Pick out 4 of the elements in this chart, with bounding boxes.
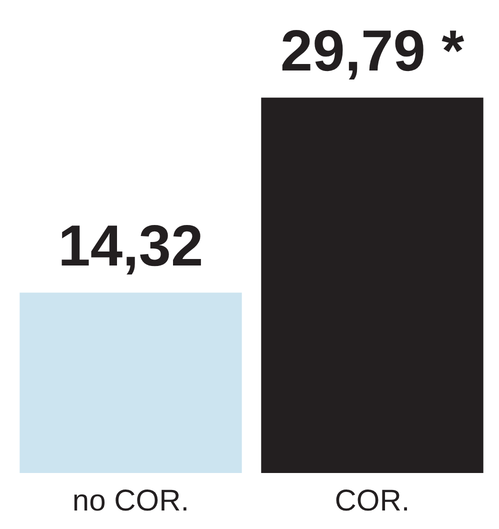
x-tick-label: COR. <box>334 484 410 518</box>
data-label: 14,32 <box>58 214 204 279</box>
data-label: 29,79 * <box>280 18 465 84</box>
x-tick-label: no COR. <box>72 484 190 518</box>
